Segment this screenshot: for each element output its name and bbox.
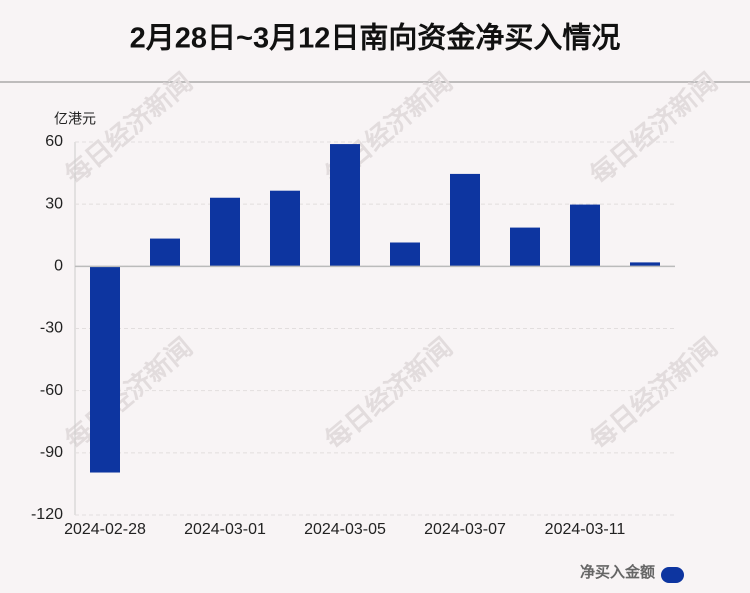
- chart-title: 2月28日~3月12日南向资金净买入情况: [130, 21, 621, 55]
- x-tick-label: 2024-03-11: [545, 521, 626, 538]
- x-tick-label: 2024-03-01: [184, 521, 266, 538]
- y-tick-label: -120: [31, 506, 63, 523]
- bar: [510, 227, 540, 267]
- bar: [570, 204, 600, 267]
- y-tick-label: 0: [54, 258, 63, 275]
- bar: [90, 266, 120, 473]
- legend-label: 净买入金额: [580, 563, 655, 581]
- y-axis-unit: 亿港元: [54, 111, 96, 127]
- bar: [630, 262, 660, 267]
- x-tick-label: 2024-02-28: [64, 521, 146, 538]
- bar: [210, 197, 240, 267]
- y-tick-label: -30: [40, 320, 63, 337]
- y-tick-label: 30: [45, 195, 63, 212]
- bar: [150, 238, 180, 267]
- bar: [390, 242, 420, 267]
- y-tick-label: -90: [40, 444, 63, 461]
- x-tick-label: 2024-03-05: [304, 521, 386, 538]
- legend-swatch: [661, 567, 684, 583]
- x-tick-label: 2024-03-07: [424, 521, 506, 538]
- y-tick-label: -60: [40, 382, 63, 399]
- bar: [450, 173, 480, 267]
- bar: [330, 144, 360, 267]
- y-tick-label: 60: [45, 133, 63, 150]
- bar: [270, 190, 300, 267]
